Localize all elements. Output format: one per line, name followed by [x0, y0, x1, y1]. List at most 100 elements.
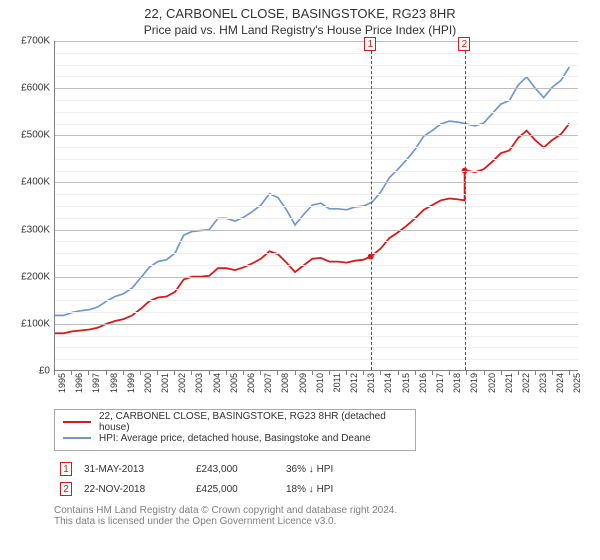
sale-marker-line — [371, 41, 372, 370]
x-tick — [569, 371, 570, 375]
grid-major — [55, 324, 578, 325]
x-tick — [380, 371, 381, 375]
x-tick-label: 1995 — [57, 373, 67, 393]
x-tick-label: 2000 — [143, 373, 153, 393]
x-tick-label: 2020 — [487, 373, 497, 393]
x-tick-label: 2007 — [263, 373, 273, 393]
x-tick-label: 2001 — [160, 373, 170, 393]
x-tick — [88, 371, 89, 375]
grid-minor — [55, 65, 578, 66]
grid-minor — [55, 76, 578, 77]
transaction-marker-box: 2 — [60, 482, 72, 496]
title-subtitle: Price paid vs. HM Land Registry's House … — [14, 23, 586, 37]
series-property — [55, 124, 569, 334]
grid-major — [55, 88, 578, 89]
sale-marker-label: 1 — [364, 37, 376, 51]
titles: 22, CARBONEL CLOSE, BASINGSTOKE, RG23 8H… — [14, 6, 586, 37]
transaction-row: 222-NOV-2018£425,00018% ↓ HPI — [54, 479, 586, 499]
x-tick — [209, 371, 210, 375]
legend-item: 22, CARBONEL CLOSE, BASINGSTOKE, RG23 8H… — [63, 414, 407, 430]
y-tick-label: £600K — [10, 83, 50, 94]
x-tick-label: 1999 — [126, 373, 136, 393]
legend-label: HPI: Average price, detached house, Basi… — [99, 433, 371, 444]
transaction-date: 31-MAY-2013 — [84, 464, 184, 475]
x-tick-label: 1996 — [74, 373, 84, 393]
x-tick-label: 2006 — [246, 373, 256, 393]
grid-minor — [55, 218, 578, 219]
legend: 22, CARBONEL CLOSE, BASINGSTOKE, RG23 8H… — [54, 409, 416, 451]
x-tick-label: 2023 — [538, 373, 548, 393]
grid-minor — [55, 289, 578, 290]
legend-item: HPI: Average price, detached house, Basi… — [63, 430, 407, 446]
x-tick-label: 2009 — [298, 373, 308, 393]
x-axis-labels: 1995199619971998199920002001200220032004… — [54, 373, 578, 403]
sale-marker-label: 2 — [458, 37, 470, 51]
grid-minor — [55, 159, 578, 160]
grid-minor — [55, 124, 578, 125]
x-tick-label: 2015 — [401, 373, 411, 393]
grid-minor — [55, 312, 578, 313]
sale-marker-line — [465, 41, 466, 370]
x-tick — [260, 371, 261, 375]
grid-minor — [55, 206, 578, 207]
grid-minor — [55, 53, 578, 54]
x-tick — [415, 371, 416, 375]
x-tick — [140, 371, 141, 375]
grid-minor — [55, 347, 578, 348]
grid-minor — [55, 194, 578, 195]
x-tick-label: 2011 — [332, 373, 342, 392]
chart-wrap: 1995199619971998199920002001200220032004… — [54, 41, 578, 403]
x-tick-label: 2005 — [229, 373, 239, 393]
x-tick-label: 2021 — [504, 373, 514, 393]
x-tick — [277, 371, 278, 375]
x-tick — [312, 371, 313, 375]
x-tick-label: 2013 — [366, 373, 376, 393]
transactions-table: 131-MAY-2013£243,00036% ↓ HPI222-NOV-201… — [54, 459, 586, 499]
x-tick-label: 2025 — [572, 373, 582, 393]
transaction-date: 22-NOV-2018 — [84, 484, 184, 495]
x-tick-label: 2008 — [280, 373, 290, 393]
y-tick-label: £300K — [10, 224, 50, 235]
x-tick — [54, 371, 55, 375]
transaction-row: 131-MAY-2013£243,00036% ↓ HPI — [54, 459, 586, 479]
grid-major — [55, 182, 578, 183]
x-tick — [329, 371, 330, 375]
x-tick-label: 2017 — [435, 373, 445, 393]
x-tick — [226, 371, 227, 375]
grid-minor — [55, 241, 578, 242]
x-tick-label: 2010 — [315, 373, 325, 393]
x-tick — [552, 371, 553, 375]
x-tick — [71, 371, 72, 375]
x-tick-label: 2016 — [418, 373, 428, 393]
x-tick — [123, 371, 124, 375]
x-tick — [295, 371, 296, 375]
y-tick-label: £400K — [10, 177, 50, 188]
x-tick — [432, 371, 433, 375]
x-tick — [243, 371, 244, 375]
footer-line2: This data is licensed under the Open Gov… — [54, 516, 586, 527]
x-tick — [449, 371, 450, 375]
x-tick-label: 2022 — [521, 373, 531, 393]
x-tick-label: 2002 — [177, 373, 187, 393]
legend-label: 22, CARBONEL CLOSE, BASINGSTOKE, RG23 8H… — [99, 411, 407, 433]
x-tick — [466, 371, 467, 375]
transaction-deviation: 18% ↓ HPI — [286, 484, 376, 495]
chart-container: 22, CARBONEL CLOSE, BASINGSTOKE, RG23 8H… — [0, 0, 600, 560]
x-tick-label: 1998 — [109, 373, 119, 393]
y-tick-label: £100K — [10, 318, 50, 329]
x-tick-label: 2019 — [469, 373, 479, 393]
x-tick-label: 2004 — [212, 373, 222, 393]
x-tick — [518, 371, 519, 375]
title-address: 22, CARBONEL CLOSE, BASINGSTOKE, RG23 8H… — [14, 6, 586, 21]
grid-major — [55, 135, 578, 136]
x-tick-label: 2003 — [194, 373, 204, 393]
x-tick-label: 2024 — [555, 373, 565, 393]
x-tick — [174, 371, 175, 375]
footer-line1: Contains HM Land Registry data © Crown c… — [54, 505, 586, 516]
x-tick — [106, 371, 107, 375]
x-tick-label: 2012 — [349, 373, 359, 393]
transaction-price: £243,000 — [196, 464, 274, 475]
legend-swatch — [63, 421, 91, 423]
grid-minor — [55, 112, 578, 113]
grid-minor — [55, 147, 578, 148]
